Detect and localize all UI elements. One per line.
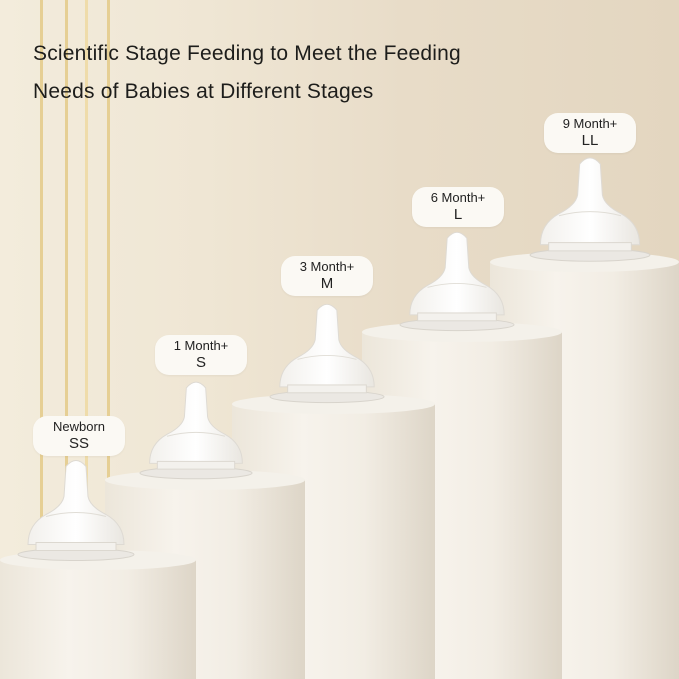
- nipple-l: [398, 225, 516, 335]
- nipple-m: [268, 298, 386, 406]
- stage-label-newborn: Newborn SS: [33, 416, 125, 456]
- nipple-ll: [528, 152, 652, 264]
- decorative-stripes: [35, 0, 115, 679]
- stage-label-6-month: 6 Month+ L: [412, 187, 504, 227]
- headline-line-1: Scientific Stage Feeding to Meet the Fee…: [33, 42, 461, 65]
- stage-label-9-month: 9 Month+ LL: [544, 113, 636, 153]
- headline-line-2: Needs of Babies at Different Stages: [33, 80, 374, 103]
- nipple-s: [138, 376, 254, 482]
- stage-label-1-month: 1 Month+ S: [155, 335, 247, 375]
- pedestal-newborn: [0, 550, 196, 679]
- stage-label-3-month: 3 Month+ M: [281, 256, 373, 296]
- nipple-ss: [16, 456, 136, 562]
